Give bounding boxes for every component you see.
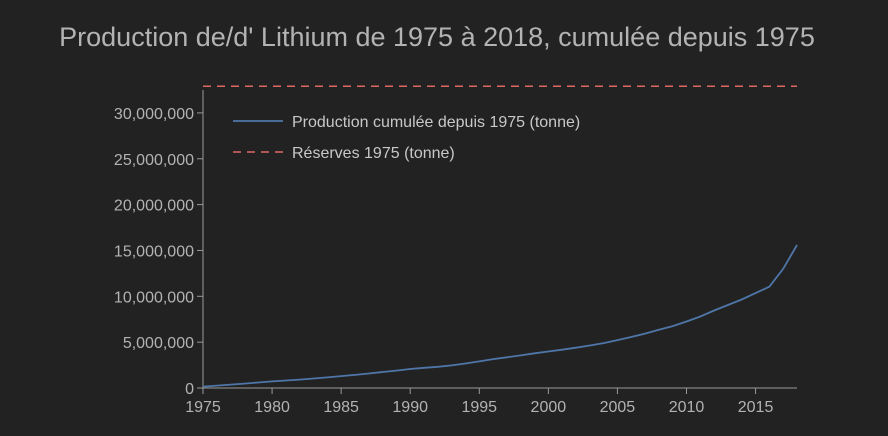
x-tick-label: 2015 (738, 399, 774, 416)
x-tick-label: 1985 (323, 399, 359, 416)
x-tick-label: 1975 (185, 399, 221, 416)
chart-title: Production de/d' Lithium de 1975 à 2018,… (59, 22, 815, 52)
x-tick-label: 1995 (461, 399, 497, 416)
x-tick-label: 2000 (531, 399, 567, 416)
x-tick-label: 1980 (254, 399, 290, 416)
y-tick-label: 10,000,000 (114, 289, 194, 306)
y-tick-label: 5,000,000 (123, 335, 194, 352)
y-tick-label: 20,000,000 (114, 198, 194, 215)
y-tick-label: 0 (185, 381, 194, 398)
y-tick-label: 25,000,000 (114, 152, 194, 169)
legend: Production cumulée depuis 1975 (tonne) R… (233, 114, 580, 162)
x-tick-label: 1990 (392, 399, 428, 416)
series-line-production (202, 244, 798, 388)
legend-label-production: Production cumulée depuis 1975 (tonne) (292, 114, 580, 131)
legend-label-reserves: Réserves 1975 (tonne) (292, 145, 455, 162)
x-tick-label: 2010 (669, 399, 705, 416)
x-tick-label: 2005 (600, 399, 636, 416)
y-tick-label: 30,000,000 (114, 106, 194, 123)
y-tick-label: 15,000,000 (114, 243, 194, 260)
plot-area: 0 5,000,000 10,000,000 15,000,000 20,000,000… (114, 85, 798, 416)
